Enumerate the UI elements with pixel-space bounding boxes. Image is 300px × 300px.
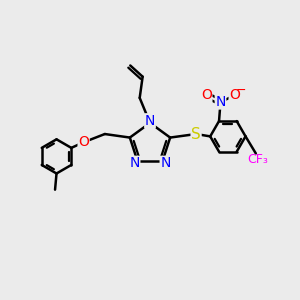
Text: N: N <box>145 114 155 128</box>
Text: O: O <box>201 88 212 103</box>
Text: O: O <box>78 135 89 149</box>
Text: O: O <box>229 88 240 103</box>
Text: S: S <box>191 127 201 142</box>
Text: −: − <box>236 84 246 97</box>
Text: CF₃: CF₃ <box>247 153 268 167</box>
Text: N: N <box>160 156 171 170</box>
Text: N: N <box>129 156 140 170</box>
Text: N: N <box>215 95 226 109</box>
